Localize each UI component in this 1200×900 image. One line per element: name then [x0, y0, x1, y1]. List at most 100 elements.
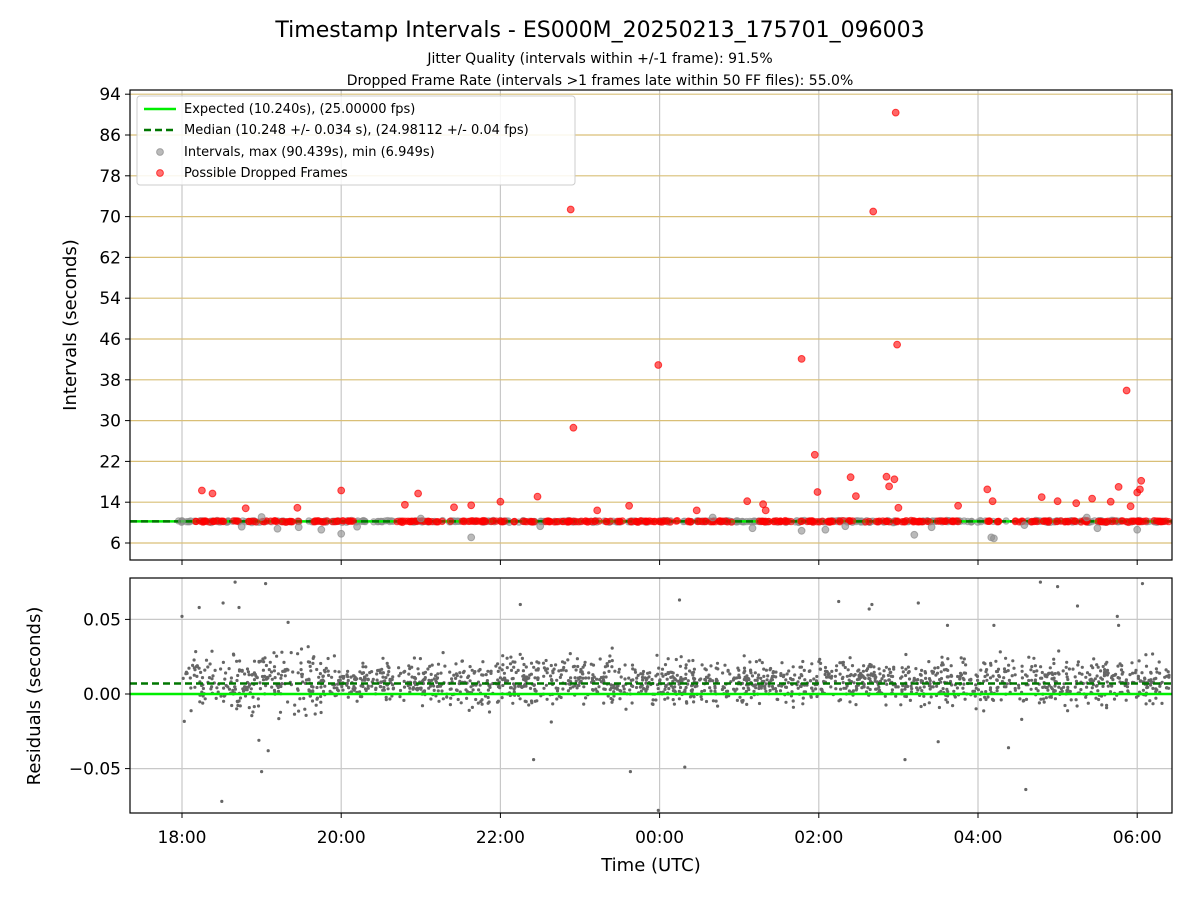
- residual-point: [814, 687, 818, 691]
- residual-point: [801, 702, 805, 706]
- residual-point: [501, 663, 505, 667]
- residual-point: [668, 670, 673, 674]
- residual-point: [951, 704, 955, 708]
- residual-point: [375, 678, 379, 682]
- residual-point: [1034, 673, 1038, 678]
- residual-point: [1037, 701, 1041, 705]
- dropped-frame-point: [1137, 476, 1146, 485]
- residual-point: [684, 672, 688, 676]
- residual-point: [486, 701, 490, 705]
- residual-point: [501, 683, 505, 688]
- residual-point: [945, 700, 950, 704]
- residual-point: [327, 673, 331, 678]
- residual-point: [1105, 706, 1109, 710]
- residual-point: [1108, 690, 1113, 694]
- residual-point: [904, 694, 909, 699]
- residual-point: [763, 686, 767, 691]
- residual-point: [1020, 669, 1024, 673]
- residual-point: [835, 664, 839, 668]
- residual-point: [300, 672, 304, 676]
- residual-point: [1099, 694, 1104, 698]
- residual-point: [845, 684, 849, 688]
- residual-point: [639, 672, 643, 676]
- residual-point: [1109, 676, 1114, 680]
- residual-point: [1096, 689, 1100, 693]
- residual-point: [684, 666, 688, 670]
- dropped-frame-point: [813, 518, 821, 526]
- residual-point: [994, 659, 998, 663]
- residual-point: [617, 670, 621, 674]
- residual-point: [304, 678, 309, 682]
- residual-point: [204, 658, 209, 662]
- residual-point: [747, 688, 751, 692]
- dropped-frame-point: [1136, 485, 1144, 494]
- dropped-frame-point: [478, 517, 486, 525]
- residual-point: [230, 703, 234, 708]
- dropped-frame-point: [891, 108, 900, 117]
- residual-point: [645, 685, 650, 689]
- dropped-frame-point: [1052, 517, 1061, 526]
- residual-point: [661, 674, 665, 678]
- dropped-frame-point: [283, 518, 292, 526]
- residual-point: [656, 808, 660, 813]
- residual-point: [1012, 666, 1016, 670]
- residual-point: [883, 679, 887, 683]
- residual-point: [655, 653, 659, 657]
- residual-point: [474, 697, 478, 702]
- residual-point: [988, 676, 993, 680]
- residual-point: [1041, 697, 1045, 701]
- residual-point: [883, 694, 887, 698]
- residual-point: [237, 605, 241, 610]
- residual-point: [1094, 696, 1098, 700]
- dropped-frame-point: [1104, 517, 1112, 525]
- residual-point: [207, 676, 212, 680]
- residual-point: [665, 677, 669, 681]
- residual-point: [1155, 670, 1159, 674]
- residual-point: [887, 678, 891, 682]
- residual-point: [920, 689, 924, 693]
- residual-point: [771, 687, 775, 691]
- residual-point: [470, 668, 474, 672]
- residual-point: [1100, 703, 1104, 707]
- residual-point: [910, 687, 914, 691]
- residual-point: [583, 660, 587, 664]
- residual-point: [578, 680, 582, 685]
- residual-point: [1007, 663, 1011, 667]
- residual-point: [1144, 664, 1149, 668]
- residual-point: [478, 683, 482, 687]
- dropped-frame-point: [797, 355, 806, 363]
- dropped-frame-point: [625, 501, 633, 510]
- residual-point: [1084, 695, 1088, 699]
- residual-point: [874, 687, 878, 691]
- residual-point: [914, 667, 918, 671]
- residual-point: [1146, 685, 1150, 689]
- residual-point: [995, 689, 999, 693]
- residual-point: [247, 706, 251, 710]
- residual-point: [1130, 661, 1134, 665]
- residual-point: [710, 679, 715, 683]
- residual-point: [757, 684, 761, 688]
- dropped-frame-point: [1165, 517, 1173, 526]
- residual-point: [1106, 684, 1110, 688]
- residual-point: [808, 669, 812, 673]
- legend-intervals-label: Intervals, max (90.439s), min (6.949s): [184, 145, 435, 160]
- residual-point: [759, 676, 763, 681]
- residual-point: [449, 696, 453, 700]
- residual-point: [716, 704, 720, 708]
- residual-point: [440, 689, 444, 693]
- residual-point: [615, 685, 619, 689]
- residual-point: [435, 676, 439, 681]
- residual-point: [580, 670, 584, 674]
- residual-point: [455, 674, 459, 678]
- residual-point: [1113, 673, 1117, 677]
- residual-point: [664, 672, 668, 677]
- residual-point: [505, 656, 509, 660]
- residual-point: [1144, 702, 1148, 706]
- residual-point: [318, 672, 322, 676]
- residual-point: [489, 670, 493, 674]
- residual-point: [617, 667, 622, 671]
- residual-point: [415, 688, 419, 692]
- residual-point: [267, 668, 271, 672]
- residual-point: [958, 677, 962, 681]
- residual-point: [595, 677, 599, 681]
